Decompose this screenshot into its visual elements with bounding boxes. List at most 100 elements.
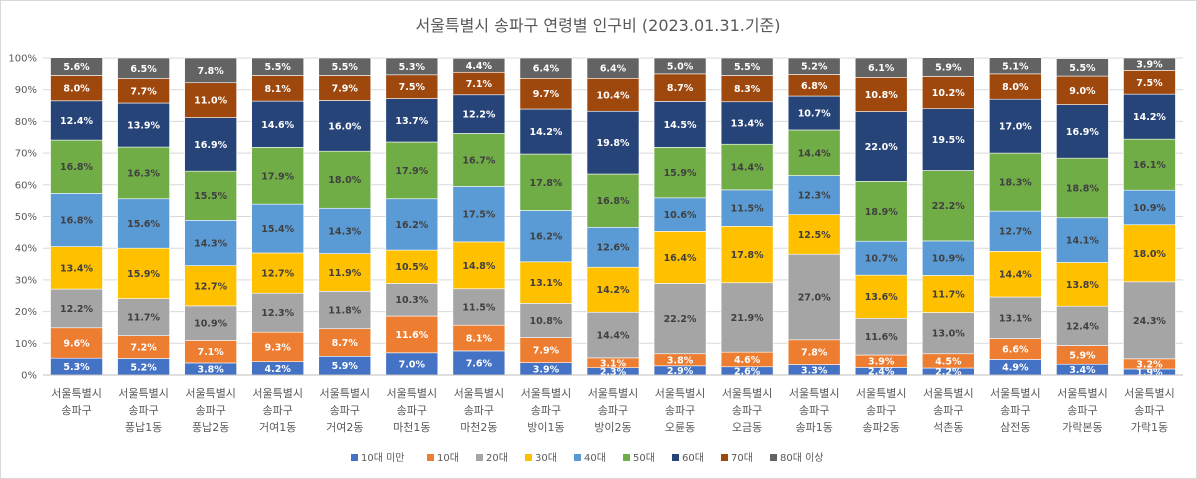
category-label-line: 서울특별시	[1124, 387, 1175, 400]
y-axis: 0% 10% 20% 30% 40% 50% 60% 70% 80% 90% 100%	[8, 54, 37, 382]
data-label: 16.7%	[462, 155, 495, 166]
data-label: 5.5%	[1069, 63, 1096, 74]
category-label: 서울특별시 송파구 삼전동	[990, 387, 1041, 434]
category-label-line: 송파2동	[863, 421, 900, 434]
bar-segment	[989, 251, 1042, 298]
bar-segment	[586, 311, 640, 359]
data-label: 9.7%	[533, 89, 560, 100]
data-label: 16.3%	[127, 168, 160, 179]
data-label: 7.2%	[130, 343, 157, 354]
legend-label: 20대	[486, 452, 508, 464]
bar-segment	[318, 57, 372, 76]
y-tick-label: 0%	[21, 371, 37, 382]
data-label: 7.8%	[197, 66, 224, 77]
data-label: 5.5%	[332, 62, 359, 73]
data-label: 17.9%	[261, 171, 294, 182]
data-label: 5.9%	[935, 63, 962, 74]
data-label: 8.7%	[332, 338, 359, 349]
data-label: 6.4%	[600, 64, 627, 75]
category-label: 서울특별시 송파구 송파1동	[789, 387, 840, 434]
legend-swatch	[721, 454, 728, 461]
bar-segment	[519, 210, 573, 263]
category-label-line: 거여1동	[259, 421, 296, 434]
data-label: 16.9%	[194, 140, 227, 151]
data-label: 11.8%	[328, 306, 361, 317]
bar-segment	[117, 78, 170, 104]
bar-segment	[1056, 75, 1109, 105]
data-label: 8.1%	[265, 84, 292, 95]
data-label: 10.9%	[932, 254, 965, 265]
data-label: 10.4%	[597, 90, 630, 101]
category-label-line: 서울특별시	[588, 387, 639, 400]
category-label-line: 석촌동	[933, 421, 963, 434]
bar-segment	[184, 305, 237, 341]
data-label: 7.5%	[399, 82, 426, 93]
data-label: 12.5%	[798, 230, 831, 241]
bar-segment	[385, 141, 439, 200]
data-label: 9.6%	[63, 338, 90, 349]
data-label: 10.6%	[664, 210, 697, 221]
category-label-line: 방이1동	[527, 421, 564, 434]
category-label-line: 풍납2동	[192, 421, 229, 434]
data-label: 6.1%	[868, 63, 895, 74]
bar-segment	[921, 240, 975, 276]
category-label: 서울특별시 송파구 방이2동	[588, 387, 639, 434]
data-label: 5.2%	[130, 362, 157, 373]
data-label: 4.9%	[1002, 363, 1029, 374]
data-label: 11.5%	[462, 303, 495, 314]
bar-segment	[50, 100, 103, 141]
category-label-line: 오륜동	[665, 421, 695, 434]
data-label: 8.7%	[667, 83, 694, 94]
bar-segment	[50, 246, 103, 290]
data-label: 18.0%	[328, 175, 361, 186]
category-label: 서울특별시 송파구 가락본동	[1057, 387, 1108, 434]
data-label: 14.1%	[1066, 236, 1099, 247]
category-label: 서울특별시 송파구 석촌동	[923, 387, 974, 434]
category-label-line: 송파구	[531, 404, 561, 417]
data-label: 2.2%	[935, 367, 962, 378]
data-label: 7.9%	[533, 346, 560, 357]
bar-segment	[184, 82, 237, 118]
category-label-line: 가락1동	[1131, 421, 1168, 434]
category-label-line: 서울특별시	[51, 387, 102, 400]
bar-segment	[921, 275, 975, 313]
category-label-line: 송파구	[1000, 404, 1030, 417]
data-label: 17.8%	[529, 178, 562, 189]
data-label: 5.6%	[63, 62, 90, 73]
category-label-line: 서울특별시	[521, 387, 572, 400]
bar-segment	[117, 247, 170, 299]
data-label: 9.0%	[1069, 86, 1096, 97]
data-label: 14.6%	[261, 120, 294, 131]
bar-segment	[50, 288, 103, 329]
bar-segment	[452, 288, 506, 326]
bar-segment	[720, 226, 774, 284]
category-label-line: 송파구	[397, 404, 427, 417]
data-label: 6.5%	[130, 64, 157, 75]
data-label: 11.0%	[194, 96, 227, 107]
data-label: 4.2%	[265, 364, 292, 375]
data-label: 13.9%	[127, 121, 160, 132]
category-label: 서울특별시 송파구 오금동	[722, 387, 773, 434]
bar-segment	[50, 57, 103, 76]
bar-segment	[452, 133, 506, 187]
bar-segment	[251, 147, 305, 205]
bar-segment	[50, 327, 103, 359]
bar-segment	[50, 75, 103, 102]
bar-segment	[921, 170, 975, 242]
bar-segment	[1123, 189, 1176, 226]
data-label: 13.8%	[1066, 280, 1099, 291]
category-label-line: 송파구	[866, 404, 896, 417]
legend-label: 10대 미만	[361, 452, 405, 464]
data-label: 5.9%	[332, 361, 359, 372]
data-label: 6.6%	[1002, 345, 1029, 356]
bar-segment	[117, 298, 170, 336]
legend-swatch	[427, 454, 434, 461]
data-label: 12.2%	[60, 304, 93, 315]
data-label: 16.8%	[60, 162, 93, 173]
bar-segment	[519, 261, 573, 304]
data-label: 12.4%	[1066, 321, 1099, 332]
data-label: 16.2%	[395, 220, 428, 231]
data-label: 18.9%	[865, 207, 898, 218]
category-label-line: 송파구	[732, 404, 762, 417]
